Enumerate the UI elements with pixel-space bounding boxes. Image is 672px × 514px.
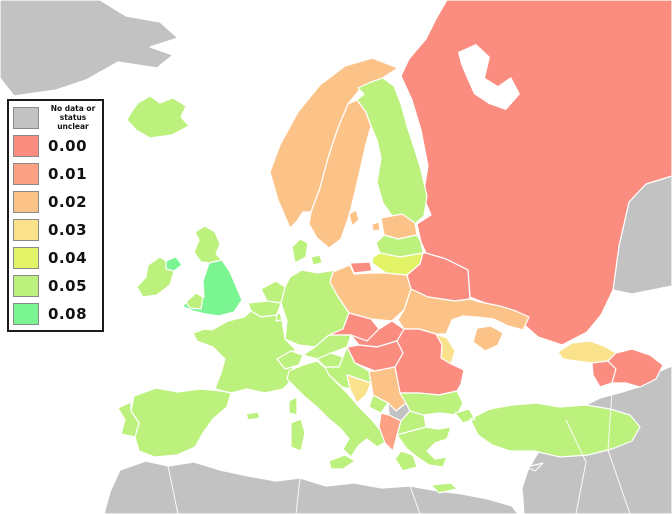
legend-label-000: 0.00 [48, 136, 88, 155]
region-greenland [0, 0, 179, 97]
legend-swatch-005 [13, 274, 39, 297]
legend-label-nodata: No data or status unclear [50, 104, 96, 131]
region-albania [378, 412, 402, 452]
map-legend: No data or status unclear 0.00 0.01 0.02… [7, 99, 104, 332]
legend-row-008: 0.08 [13, 302, 98, 325]
region-kaliningrad [349, 261, 373, 274]
legend-row-004: 0.04 [13, 246, 98, 269]
legend-row-001: 0.01 [13, 162, 98, 185]
region-azerbaijan [607, 348, 664, 388]
region-northern-ireland [165, 256, 183, 272]
region-switzerland [276, 350, 304, 370]
region-cyprus [526, 462, 544, 472]
legend-row-000: 0.00 [13, 134, 98, 157]
legend-row-003: 0.03 [13, 218, 98, 241]
region-france [192, 310, 296, 394]
region-hungary [346, 340, 404, 372]
nodata-border-line [409, 485, 421, 514]
white-sea-overlay [458, 44, 520, 110]
nodata-border-line [295, 477, 301, 514]
legend-row-nodata: No data or status unclear [13, 104, 98, 131]
legend-swatch-004 [13, 246, 39, 269]
region-spain [130, 387, 261, 458]
region-greece [394, 426, 458, 494]
nodata-border-line [167, 465, 179, 514]
region-bosnia [346, 374, 372, 404]
region-turkey [454, 402, 641, 458]
legend-swatch-001 [13, 162, 39, 185]
region-ireland [136, 256, 175, 298]
nodata-border-line [607, 391, 631, 514]
legend-label-004: 0.04 [48, 248, 88, 267]
legend-label-003: 0.03 [48, 220, 88, 239]
legend-swatch-002 [13, 190, 39, 213]
region-portugal [117, 401, 140, 438]
region-iceland [126, 95, 190, 139]
legend-label-005: 0.05 [48, 276, 88, 295]
region-denmark [291, 238, 323, 266]
legend-swatch-008 [13, 302, 39, 325]
legend-row-002: 0.02 [13, 190, 98, 213]
region-netherlands [260, 280, 286, 304]
region-north-africa [103, 460, 519, 514]
region-scotland [193, 225, 223, 264]
nodata-border-line [565, 419, 587, 514]
region-wales [185, 292, 204, 310]
region-italy [286, 360, 388, 470]
region-corsica [288, 396, 298, 416]
legend-row-005: 0.05 [13, 274, 98, 297]
legend-swatch-nodata [13, 106, 39, 129]
legend-label-002: 0.02 [48, 192, 88, 211]
legend-swatch-000 [13, 134, 39, 157]
region-romania [394, 328, 465, 396]
legend-label-001: 0.01 [48, 164, 88, 183]
legend-swatch-003 [13, 218, 39, 241]
legend-label-008: 0.08 [48, 304, 88, 323]
region-georgia [557, 340, 617, 364]
